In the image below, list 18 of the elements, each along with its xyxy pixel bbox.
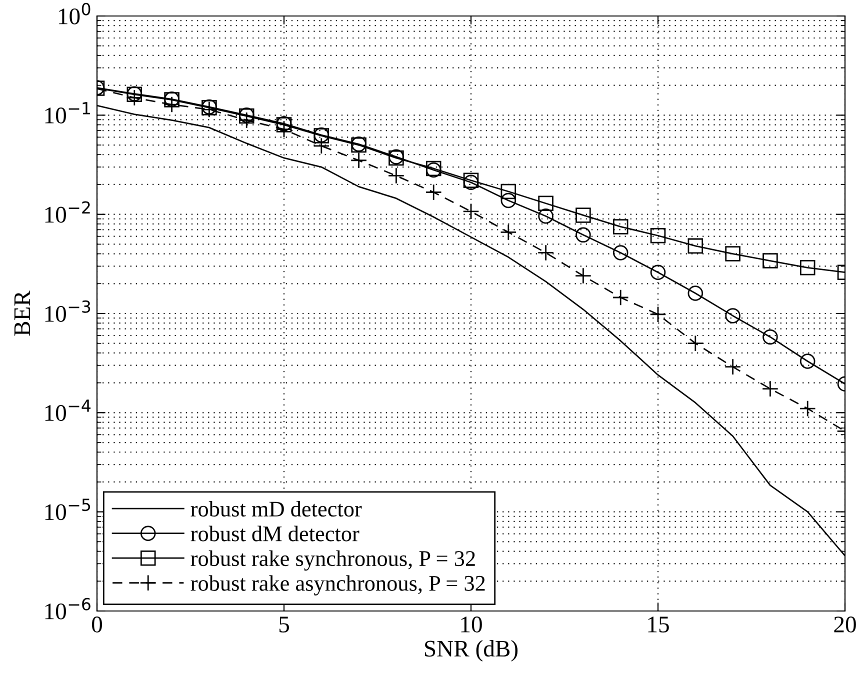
y-axis-title: BER [14,290,30,336]
x-tick-label: 20 [834,616,856,632]
y-tick-label: 10$^{−3}$ [45,300,90,322]
y-tick-label: 10$^{−4}$ [45,400,91,421]
y-tick-label: 10$^{−6}$ [45,598,90,620]
y-tick-label: 10$^{−2}$ [45,201,90,223]
y-tick-label: 10$^{−5}$ [45,498,90,520]
y-tick-label: 10$^{−1}$ [45,102,90,124]
legend-label: robust rake asynchronous, P = 32 [190,575,485,596]
x-tick-label: 10 [461,616,482,632]
x-tick-label: 5 [279,616,289,632]
x-axis-title: SNR (dB) [425,640,518,662]
legend-label: robust rake synchronous, P = 32 [190,550,475,571]
legend-label: robust mD detector [190,500,362,517]
y-tick-label: 10$^{0}$ [59,2,90,24]
x-tick-label: 0 [92,616,102,632]
legend-label: robust dM detector [190,526,360,542]
x-tick-label: 15 [648,616,669,632]
